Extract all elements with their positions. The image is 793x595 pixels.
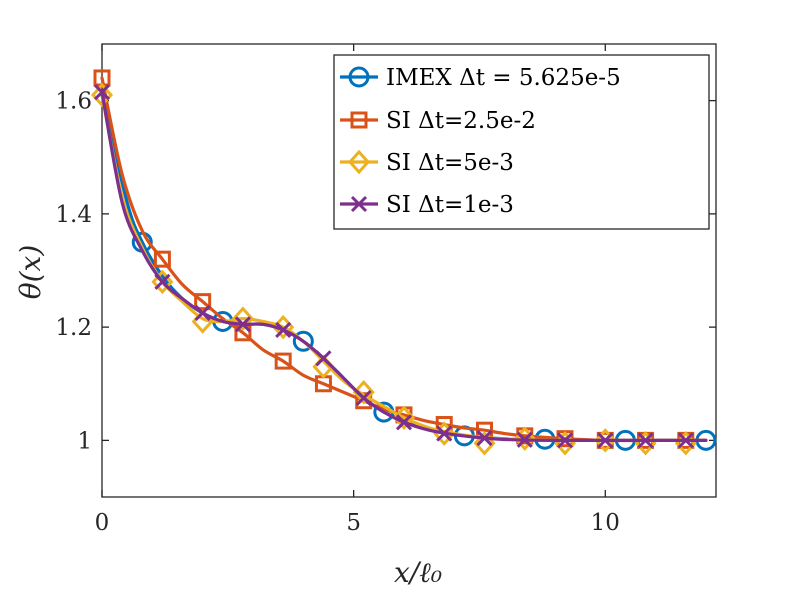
data-point [90,82,114,108]
data-point [597,432,614,449]
tick-labels: 0 5 10 1 1.2 1.4 1.6 [55,89,619,536]
data-point [154,273,171,290]
data-point [433,421,456,446]
legend-marker [347,149,371,175]
data-point [677,432,694,449]
data-point [231,306,254,331]
data-point [436,425,453,442]
series-layer [90,69,717,456]
legend: IMEX Δt = 5.625e-5 SI Δt=2.5e-2 SI Δt=5e-3… [333,54,710,230]
x-axis-label: x/ℓ₀ [394,556,442,589]
data-point [194,293,212,311]
legend-item-1: IMEX Δt = 5.625e-5 [340,65,621,91]
data-point [556,432,574,449]
data-point [292,330,314,352]
legend-label: SI Δt=1e-3 [386,192,514,218]
data-point [637,432,654,449]
data-point [594,428,617,453]
data-point [234,316,251,333]
data-point [352,380,375,405]
y-tick-label: 1.4 [55,202,92,228]
data-point [151,269,174,295]
data-point [476,430,493,447]
data-point [93,84,111,101]
data-point [194,304,211,322]
data-point [274,352,292,370]
x-tick-label: 0 [95,510,110,536]
y-tick-label: 1 [77,428,92,454]
legend-label: SI Δt=5e-3 [386,150,514,176]
legend-item-3: SI Δt=5e-3 [340,149,514,176]
data-point [395,414,413,431]
legend-label: IMEX Δt = 5.625e-5 [386,65,621,91]
data-point [315,350,332,367]
legend-label: SI Δt=2.5e-2 [386,108,536,134]
data-point [355,389,372,406]
y-tick-label: 1.6 [55,89,92,115]
legend-item-2: SI Δt=2.5e-2 [340,108,536,134]
legend-marker [350,195,368,213]
x-tick-label: 10 [591,510,620,536]
legend-marker [348,66,370,88]
data-point [275,321,292,339]
y-tick-label: 1.2 [55,315,92,341]
x-tick-label: 5 [346,510,361,536]
legend-item-4: SI Δt=1e-3 [340,192,514,218]
data-point [516,431,533,448]
series-4 [93,84,708,449]
legend-marker [350,111,368,129]
legend-box [333,54,710,230]
y-axis-label: θ(x) [14,245,47,300]
data-point [153,250,171,268]
